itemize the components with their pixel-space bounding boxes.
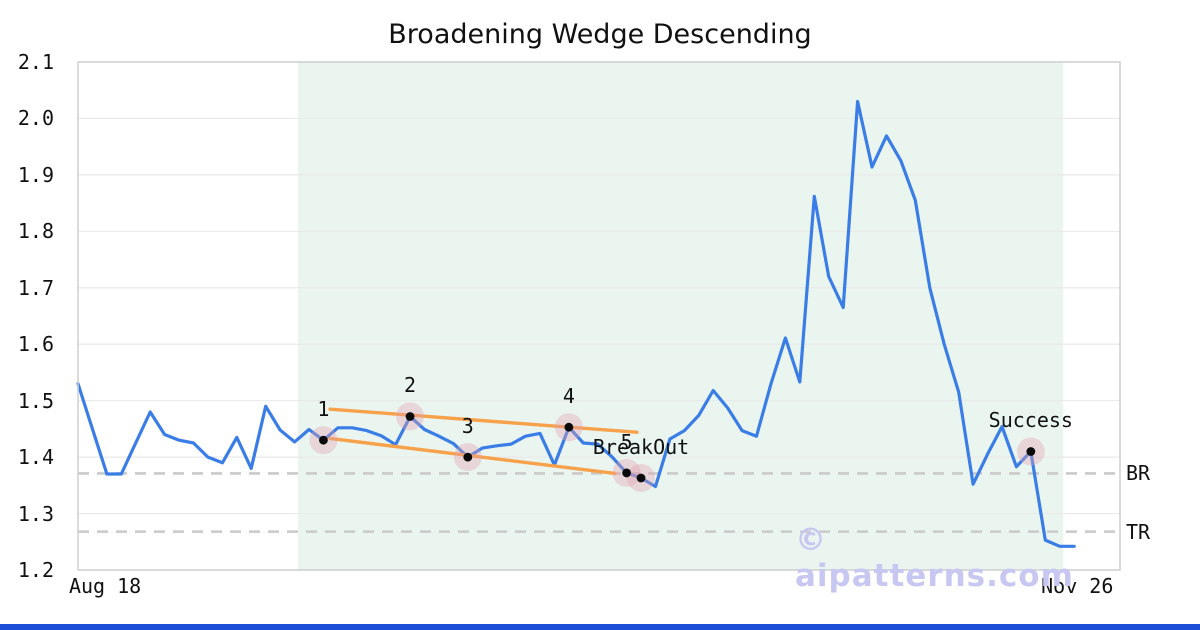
- y-tick-label: 1.3: [17, 501, 54, 526]
- pattern-point-label-breakout: BreakOut: [592, 434, 690, 459]
- x-tick-label: Aug 18: [68, 574, 142, 598]
- point-dot: [319, 435, 328, 445]
- brand-accent-bar: [0, 624, 1200, 630]
- y-tick-label: 2.0: [17, 106, 54, 131]
- point-dot: [564, 422, 574, 432]
- plot-frame: [77, 61, 1121, 571]
- pattern-point-label-5: 5: [620, 429, 633, 454]
- trendline-lower: [328, 436, 617, 476]
- point-dot: [405, 412, 415, 421]
- pattern-point-label-1: 1: [317, 397, 330, 422]
- chart-title: Broadening Wedge Descending: [388, 19, 812, 50]
- pattern-point-label-2: 2: [404, 373, 417, 398]
- y-tick-label: 1.2: [17, 558, 54, 582]
- pattern-region: [298, 62, 1064, 570]
- pattern-point-label-4: 4: [562, 384, 575, 409]
- point-dot: [636, 473, 646, 483]
- pattern-point-label-success: Success: [988, 408, 1073, 433]
- y-tick-label: 1.4: [17, 445, 54, 470]
- price-line: [76, 99, 1076, 548]
- point-dot: [463, 452, 473, 462]
- pattern-point-label-3: 3: [461, 414, 474, 439]
- y-tick-label: 2.1: [17, 50, 54, 74]
- point-dot: [622, 468, 632, 478]
- y-tick-label: 1.6: [17, 332, 54, 357]
- y-tick-label: 1.7: [17, 275, 54, 300]
- y-tick-label: 1.5: [17, 388, 54, 413]
- x-tick-label: Nov 26: [1041, 574, 1114, 598]
- level-label-br: BR: [1126, 461, 1151, 486]
- y-tick-label: 1.9: [17, 162, 54, 187]
- y-tick-label: 1.8: [17, 219, 54, 244]
- point-dot: [1026, 447, 1036, 456]
- trendline-upper: [328, 407, 639, 434]
- level-label-tr: TR: [1126, 519, 1151, 544]
